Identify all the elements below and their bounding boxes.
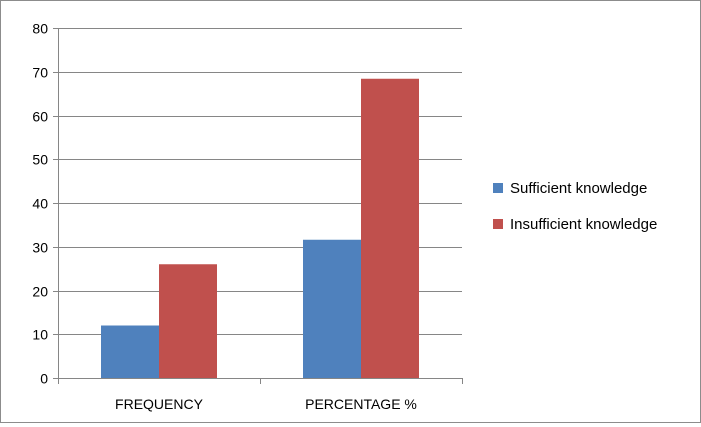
x-category-label: PERCENTAGE % [305,396,417,412]
y-tick-label: 40 [32,196,48,212]
legend-label: Sufficient knowledge [510,180,647,197]
y-tick-label: 80 [32,21,48,37]
bar [101,325,159,378]
legend-swatch [493,219,503,229]
x-axis: FREQUENCY PERCENTAGE % [58,378,463,412]
y-tick-label: 20 [32,284,48,300]
y-tick-label: 0 [40,371,48,387]
y-tick-label: 10 [32,327,48,343]
legend-label: Insufficient knowledge [510,216,657,233]
legend: Sufficient knowledge Insufficient knowled… [493,180,657,233]
x-category-label: FREQUENCY [115,396,204,412]
legend-swatch [493,183,503,193]
gridlines [58,28,462,335]
y-tick-label: 60 [32,109,48,125]
bar [159,264,217,378]
bar [361,78,419,378]
y-tick-label: 50 [32,152,48,168]
bar [303,239,361,378]
y-tick-label: 30 [32,240,48,256]
bars [101,78,419,378]
y-axis: 0 10 20 30 40 50 60 70 80 [32,21,59,387]
y-tick-label: 70 [32,65,48,81]
